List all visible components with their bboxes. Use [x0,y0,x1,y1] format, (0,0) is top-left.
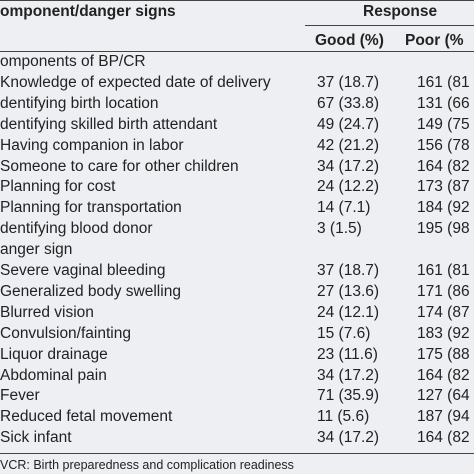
poor-cell: 175 (88 [417,345,470,363]
poor-cell: 195 (98 [417,220,470,238]
good-cell: 49 (24.7) [317,115,380,133]
good-cell: 42 (21.2) [317,136,380,154]
good-cell: 15 (7.6) [317,324,371,342]
good-cell: 3 (1.5) [317,220,362,238]
poor-cell: 173 (87 [417,178,470,196]
section-title: anger sign [0,241,73,259]
good-cell: 34 (17.2) [317,429,380,447]
top-rule [0,0,474,1]
poor-cell: 174 (87 [417,303,470,321]
poor-cell: 131 (66 [417,94,470,112]
row-label: Blurred vision [0,303,94,321]
response-rule [305,25,474,26]
row-label: Abdominal pain [0,366,107,384]
header-title: omponent/danger signs [0,3,176,20]
poor-cell: 127 (64 [417,387,470,405]
row-label: Convulsion/fainting [0,324,131,342]
row-label: Knowledge of expected date of delivery [0,73,271,91]
poor-cell: 156 (78 [417,136,470,154]
header-good: Good (%) [315,32,384,49]
poor-cell: 161 (81 [417,262,470,279]
good-cell: 34 (17.2) [317,157,380,175]
section-title: omponents of BP/CR [0,53,146,70]
poor-cell: 164 (82 [417,429,470,447]
good-cell: 34 (17.2) [317,366,380,384]
header-response: Response [363,3,438,20]
row-label: Having companion in labor [0,136,184,154]
row-label: dentifying blood donor [0,220,153,238]
poor-cell: 161 (81 [417,73,470,91]
good-cell: 24 (12.1) [317,303,380,321]
poor-cell: 183 (92 [417,324,470,342]
row-label: Severe vaginal bleeding [0,262,166,279]
good-cell: 71 (35.9) [317,387,380,405]
header-poor: Poor (% [405,32,464,49]
row-label: Sick infant [0,429,72,447]
poor-cell: 184 (92 [417,199,470,217]
good-cell: 14 (7.1) [317,199,371,217]
bottom-rule [0,453,474,454]
poor-cell: 164 (82 [417,366,470,384]
poor-cell: 164 (82 [417,157,470,175]
poor-cell: 171 (86 [417,282,470,300]
row-label: Planning for transportation [0,199,182,217]
good-cell: 24 (12.2) [317,178,380,196]
header-rule [0,51,474,52]
row-label: Planning for cost [0,178,116,196]
good-cell: 37 (18.7) [317,73,380,91]
good-cell: 67 (33.8) [317,94,380,112]
row-label: Someone to care for other children [0,157,239,175]
footnote: VCR: Birth preparedness and complication… [0,458,294,472]
row-label: Reduced fetal movement [0,408,173,426]
row-label: dentifying birth location [0,94,159,112]
poor-cell: 149 (75 [417,115,470,133]
good-cell: 11 (5.6) [317,408,370,426]
good-cell: 37 (18.7) [317,262,380,279]
poor-cell: 187 (94 [417,408,470,426]
good-cell: 23 (11.6) [317,345,378,363]
good-cell: 27 (13.6) [317,282,380,300]
row-label: Fever [0,387,40,405]
row-label: Generalized body swelling [0,282,181,300]
row-label: dentifying skilled birth attendant [0,115,218,133]
row-label: Liquor drainage [0,345,108,363]
